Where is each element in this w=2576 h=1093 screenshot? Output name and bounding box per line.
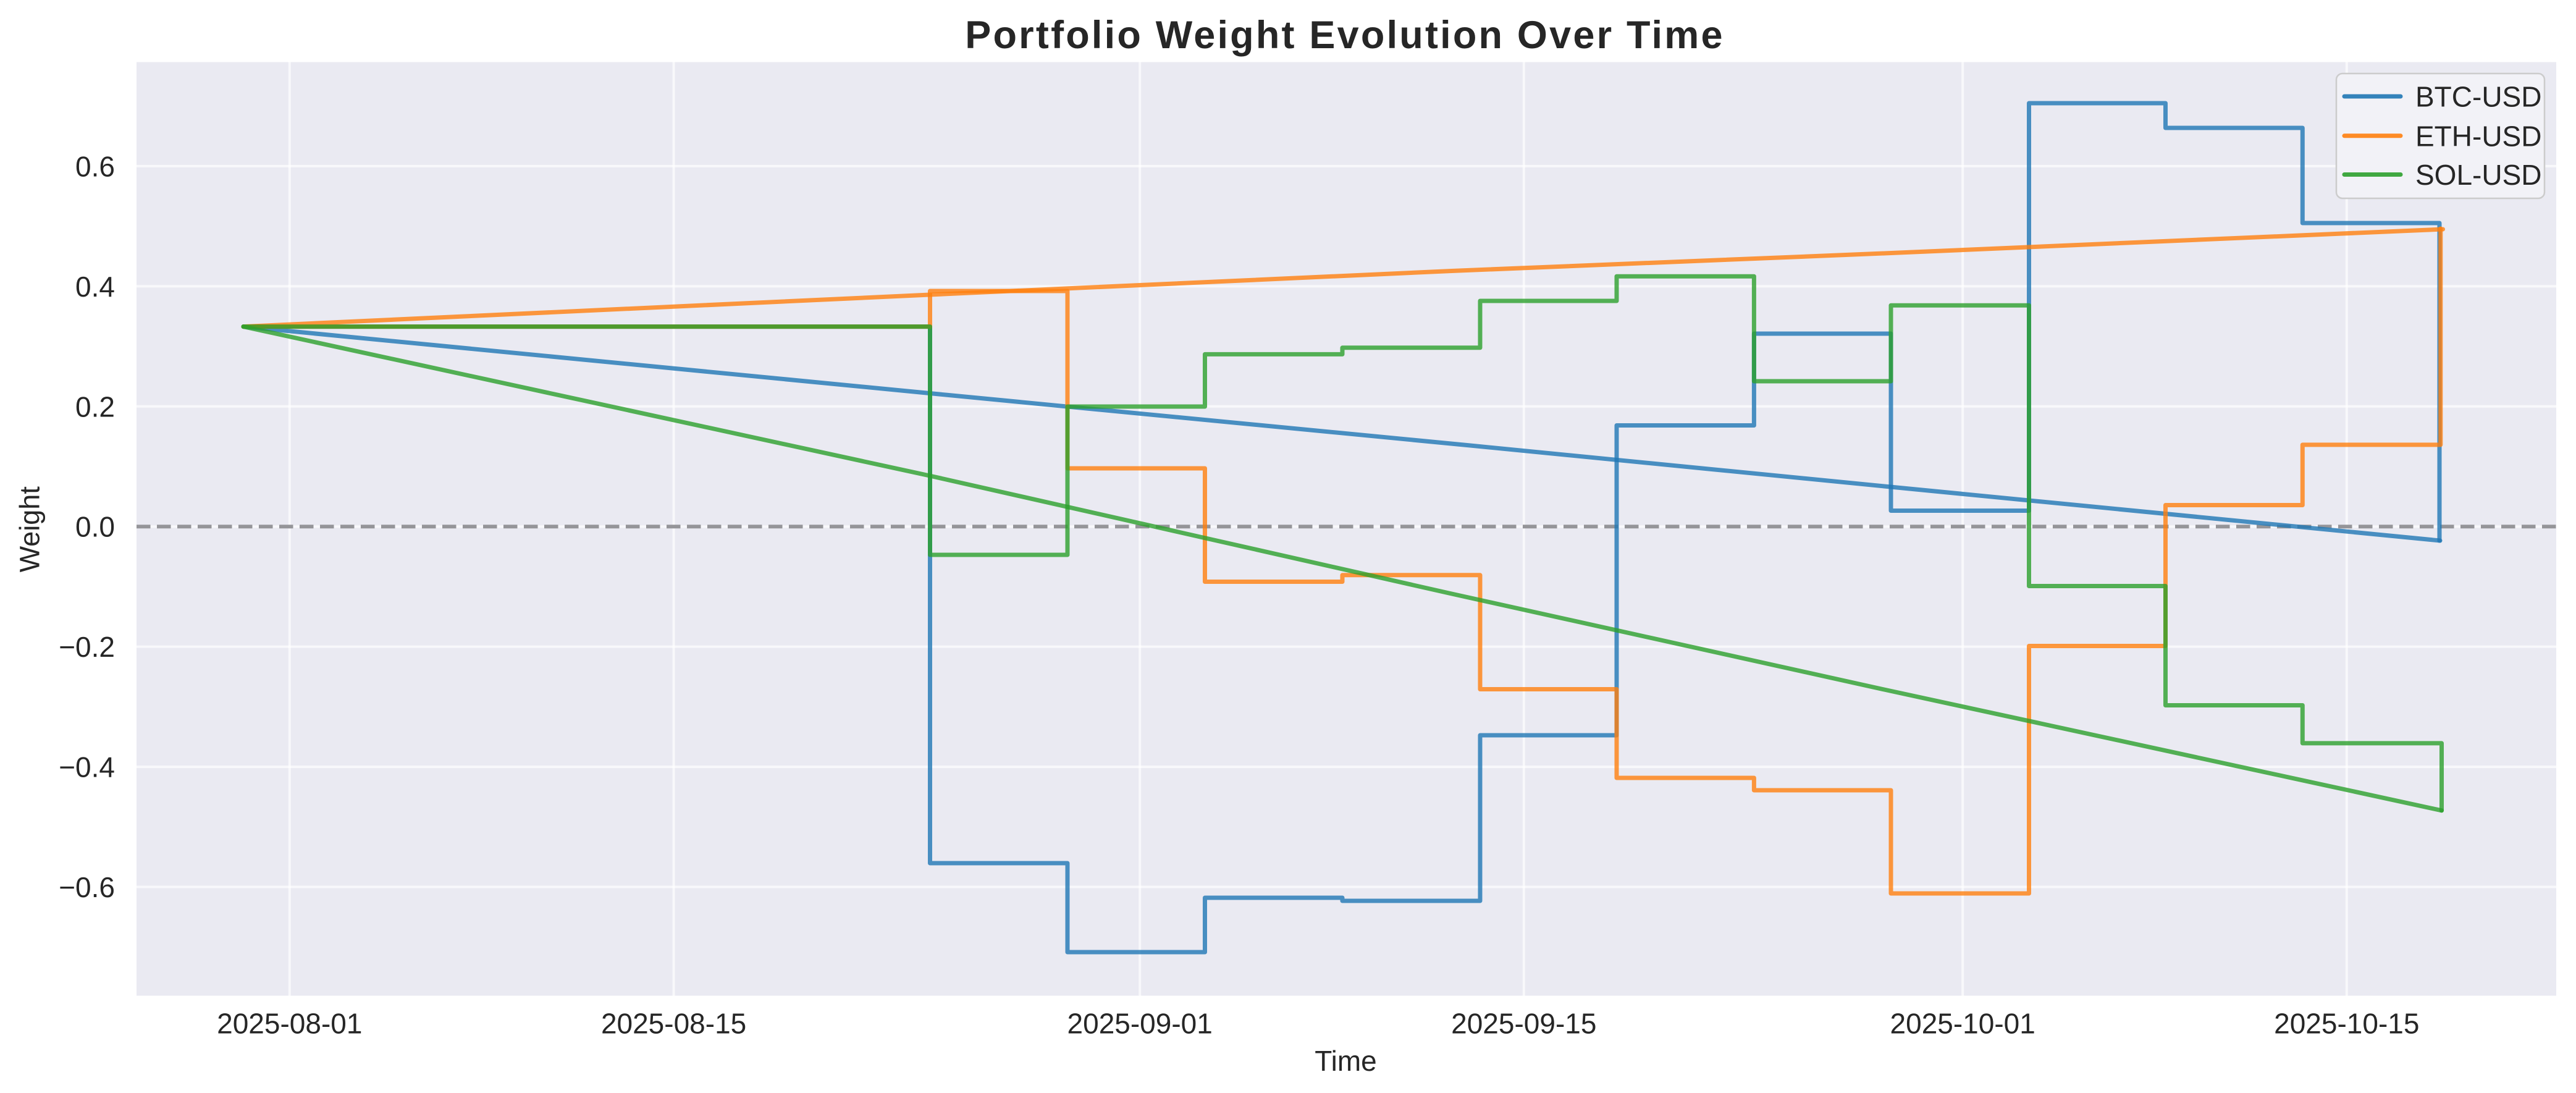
- svg-text:Portfolio Weight Evolution Ove: Portfolio Weight Evolution Over Time: [965, 14, 1724, 57]
- svg-text:2025-09-01: 2025-09-01: [1067, 1008, 1213, 1040]
- svg-text:2025-08-15: 2025-08-15: [601, 1008, 746, 1040]
- svg-text:0.2: 0.2: [75, 390, 115, 423]
- svg-text:0.4: 0.4: [75, 271, 115, 303]
- svg-text:2025-10-01: 2025-10-01: [1890, 1008, 2035, 1040]
- svg-text:Weight: Weight: [14, 486, 46, 573]
- svg-text:Time: Time: [1315, 1045, 1377, 1077]
- svg-text:−0.2: −0.2: [59, 631, 115, 663]
- svg-text:−0.4: −0.4: [59, 751, 115, 783]
- svg-text:−0.6: −0.6: [59, 871, 115, 903]
- svg-text:ETH-USD: ETH-USD: [2415, 120, 2541, 152]
- svg-text:BTC-USD: BTC-USD: [2415, 81, 2541, 113]
- svg-text:2025-08-01: 2025-08-01: [217, 1008, 362, 1040]
- svg-text:SOL-USD: SOL-USD: [2415, 159, 2541, 191]
- svg-text:2025-09-15: 2025-09-15: [1451, 1008, 1596, 1040]
- svg-text:0.6: 0.6: [75, 150, 115, 182]
- svg-text:0.0: 0.0: [75, 511, 115, 543]
- svg-text:2025-10-15: 2025-10-15: [2274, 1008, 2419, 1040]
